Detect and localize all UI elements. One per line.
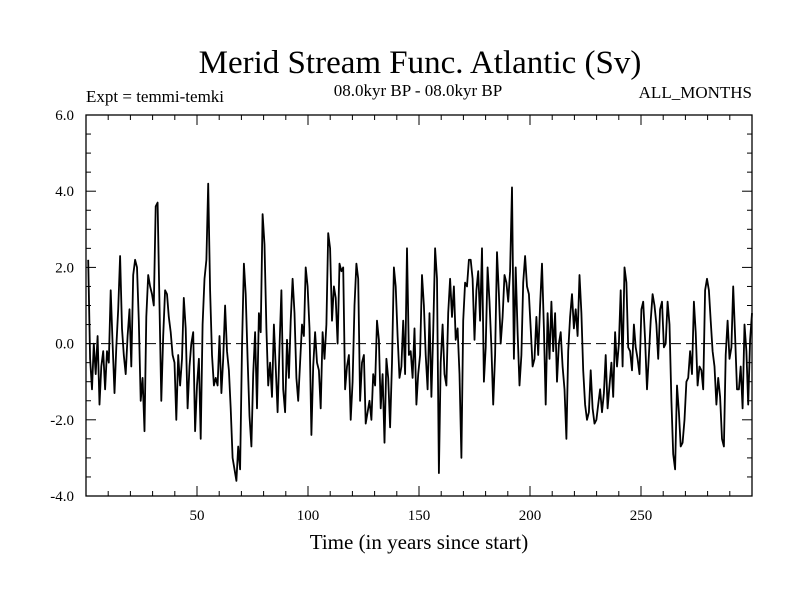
chart-subtitle-expt: Expt = temmi-temki bbox=[86, 87, 224, 106]
y-tick-label: -4.0 bbox=[50, 489, 74, 505]
x-tick-label: 200 bbox=[519, 508, 542, 524]
x-tick-label: 100 bbox=[297, 508, 320, 524]
chart-subtitle-period: 08.0kyr BP - 08.0kyr BP bbox=[334, 81, 502, 100]
y-tick-label: 2.0 bbox=[55, 260, 74, 276]
series-line bbox=[87, 182, 753, 482]
chart-subtitle-months: ALL_MONTHS bbox=[639, 83, 752, 102]
axis-ticks bbox=[86, 115, 752, 496]
y-tick-labels: -4.0 -2.0 0.0 2.0 4.0 6.0 bbox=[50, 108, 74, 505]
y-tick-label: -2.0 bbox=[50, 413, 74, 429]
x-tick-label: 150 bbox=[408, 508, 431, 524]
chart-title: Merid Stream Func. Atlantic (Sv) bbox=[199, 45, 642, 81]
plot-frame bbox=[85, 114, 753, 497]
y-tick-label: 4.0 bbox=[55, 184, 74, 200]
y-tick-label: 0.0 bbox=[55, 337, 74, 353]
x-tick-label: 50 bbox=[190, 508, 205, 524]
y-tick-label: 6.0 bbox=[55, 108, 74, 124]
x-tick-labels: 50 100 150 200 250 bbox=[190, 508, 653, 524]
x-tick-label: 250 bbox=[630, 508, 653, 524]
x-axis-label: Time (in years since start) bbox=[310, 530, 529, 554]
